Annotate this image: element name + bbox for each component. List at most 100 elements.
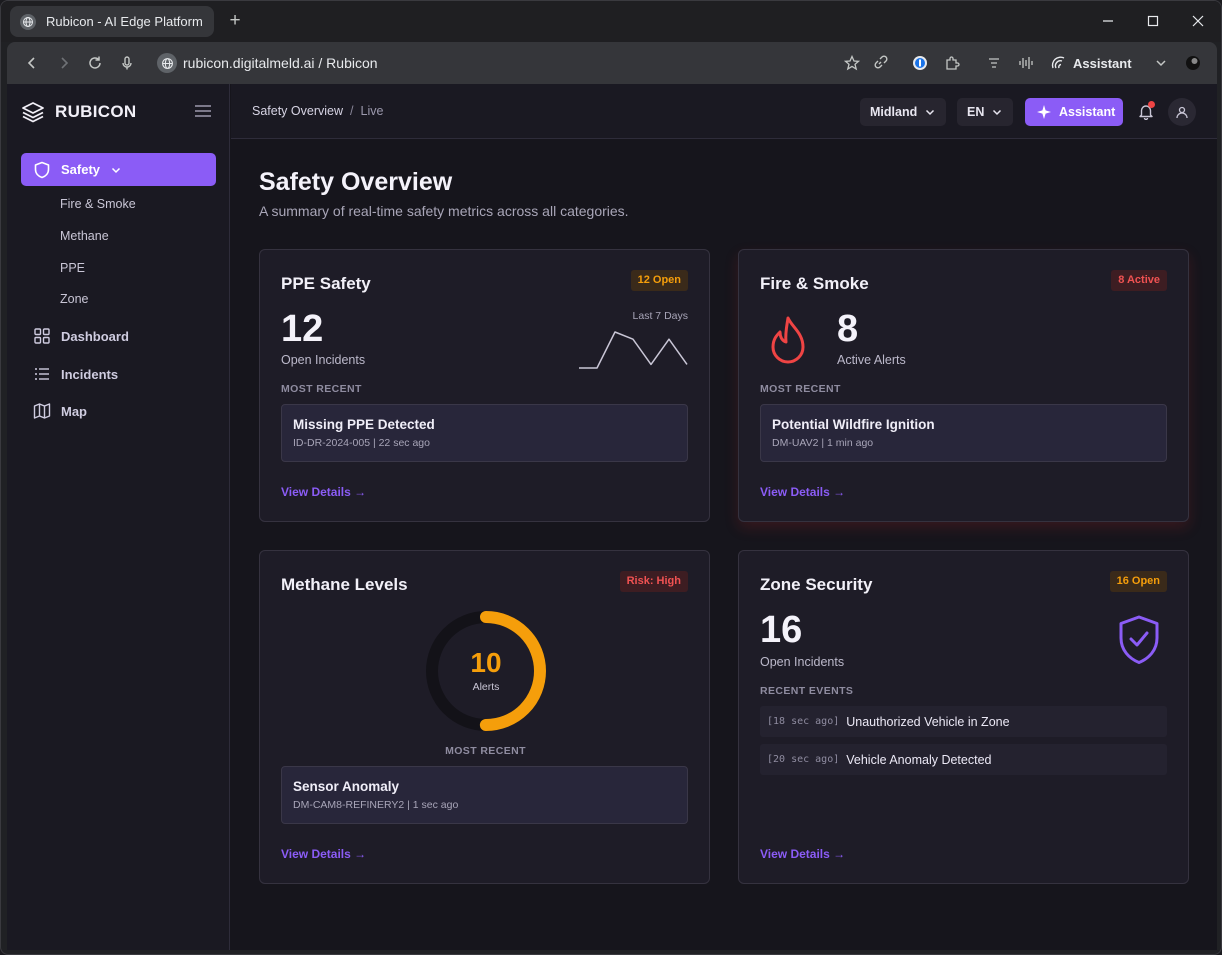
active-alerts-label: Active Alerts [837,353,906,367]
layers-logo-icon [22,102,44,123]
assistant-icon [1051,56,1065,69]
bookmark-star-icon[interactable] [841,52,863,74]
gauge-label: Alerts [472,681,500,693]
app-root: RUBICON Safety Fire & Smoke Methane PPE … [7,84,1217,950]
trend-sparkline [579,331,688,369]
site-info-icon[interactable] [157,53,177,73]
card-title: Fire & Smoke [760,274,869,293]
section-label: MOST RECENT [760,383,841,395]
globe-icon [20,13,36,30]
url-text: rubicon.digitalmeld.ai / Rubicon [183,55,378,71]
minimize-button[interactable] [1098,11,1118,31]
incident-meta: ID-DR-2024-005 | 22 sec ago [293,437,430,449]
breadcrumb: Safety Overview / Live [252,104,383,118]
sidebar-subitem-zone[interactable]: Zone [60,292,89,306]
list-icon [35,368,49,380]
sidebar-item-map[interactable]: Map [33,402,87,420]
forward-icon[interactable] [53,52,75,74]
notifications-bell-icon[interactable] [1137,101,1155,121]
assistant-button[interactable]: Assistant [1025,98,1123,126]
status-badge: 16 Open [1109,571,1167,592]
zone-security-card: Zone Security 16 Open 16 Open Incidents … [738,550,1189,884]
profile-avatar-icon[interactable] [1182,52,1204,74]
status-badge: Risk: High [619,571,688,592]
browser-tab[interactable]: Rubicon - AI Edge Platform [10,6,214,37]
maximize-button[interactable] [1143,11,1163,31]
language-value: EN [967,105,985,119]
top-header: Safety Overview / Live Midland EN Assist… [231,84,1217,139]
reload-icon[interactable] [84,52,106,74]
alerts-gauge [426,611,546,731]
link-icon[interactable] [869,52,891,74]
close-window-button[interactable] [1188,11,1208,31]
microphone-icon[interactable] [116,52,138,74]
sidebar-subitem-fire-smoke[interactable]: Fire & Smoke [60,197,136,211]
sidebar-subitem-methane[interactable]: Methane [60,229,109,243]
breadcrumb-item[interactable]: Safety Overview [252,104,344,118]
event-row[interactable]: [18 sec ago] Unauthorized Vehicle in Zon… [760,706,1167,737]
chevron-down-icon[interactable] [1150,52,1172,74]
new-tab-button[interactable]: + [229,10,241,31]
gauge-fill [426,611,546,731]
most-recent-incident[interactable]: Sensor Anomaly DM-CAM8-REFINERY2 | 1 sec… [281,766,688,824]
incident-title: Sensor Anomaly [293,779,400,794]
event-row[interactable]: [20 sec ago] Vehicle Anomaly Detected [760,744,1167,775]
audio-wave-icon[interactable] [1015,52,1037,74]
event-text: Vehicle Anomaly Detected [846,752,992,767]
sidebar-item-dashboard[interactable]: Dashboard [33,327,129,345]
sidebar-item-label: Map [61,403,87,419]
view-details-link[interactable]: View Details → [760,485,846,499]
most-recent-incident[interactable]: Potential Wildfire Ignition DM-UAV2 | 1 … [760,404,1167,462]
methane-levels-card: Methane Levels Risk: High 10 Alerts MOST… [259,550,710,884]
address-bar[interactable]: rubicon.digitalmeld.ai / Rubicon [157,49,897,77]
tab-title: Rubicon - AI Edge Platform [46,14,203,29]
card-title: Zone Security [760,575,873,594]
view-details-link[interactable]: View Details → [760,847,846,861]
chevron-down-icon [991,106,1003,118]
incident-title: Missing PPE Detected [293,417,435,432]
most-recent-incident[interactable]: Missing PPE Detected ID-DR-2024-005 | 22… [281,404,688,462]
flame-icon [771,316,805,364]
extensions-icon[interactable] [941,52,963,74]
chevron-down-icon [110,164,122,176]
user-avatar-icon[interactable] [1168,98,1196,126]
reading-list-icon[interactable] [983,52,1005,74]
sidebar-item-incidents[interactable]: Incidents [33,365,118,383]
browser-toolbar: rubicon.digitalmeld.ai / Rubicon Assista… [7,42,1217,84]
page-title: Safety Overview [259,168,453,196]
section-label: MOST RECENT [281,383,362,395]
sidebar-item-safety[interactable]: Safety [21,153,216,186]
section-label: RECENT EVENTS [760,685,854,697]
open-incidents-label: Open Incidents [760,655,845,669]
sidebar-item-label: Incidents [61,366,119,382]
view-details-link[interactable]: View Details → [281,485,367,499]
active-alerts-count: 8 [837,308,859,350]
assistant-label: Assistant [1059,105,1116,119]
region-select[interactable]: Midland [860,98,947,126]
back-icon[interactable] [21,52,43,74]
tab-strip: Rubicon - AI Edge Platform + [1,1,1221,42]
brand[interactable]: RUBICON [21,100,136,124]
browser-assistant-label: Assistant [1073,55,1132,71]
view-details-link[interactable]: View Details → [281,847,367,861]
breadcrumb-current: Live [360,104,384,118]
notification-dot [1148,101,1155,108]
brand-name: RUBICON [55,102,137,121]
fire-smoke-card: Fire & Smoke 8 Active 8 Active Alerts MO… [738,249,1189,522]
menu-toggle-icon[interactable] [193,103,213,119]
incident-title: Potential Wildfire Ignition [772,417,935,432]
browser-assistant-button[interactable]: Assistant [1051,52,1132,74]
breadcrumb-separator: / [350,104,354,118]
sidebar-subitem-ppe[interactable]: PPE [60,261,86,275]
sparkline-series [579,331,688,369]
section-label: MOST RECENT [445,745,526,757]
sidebar: RUBICON Safety Fire & Smoke Methane PPE … [7,84,230,950]
language-select[interactable]: EN [957,98,1014,126]
status-badge: 12 Open [630,270,688,291]
gauge-value: 10 [470,647,502,678]
ppe-safety-card: PPE Safety 12 Open 12 Open Incidents Las… [259,249,710,522]
password-manager-icon[interactable] [909,52,931,74]
sparkle-icon [1037,105,1051,119]
sparkline-label: Last 7 Days [632,310,688,322]
incident-meta: DM-CAM8-REFINERY2 | 1 sec ago [293,799,459,811]
